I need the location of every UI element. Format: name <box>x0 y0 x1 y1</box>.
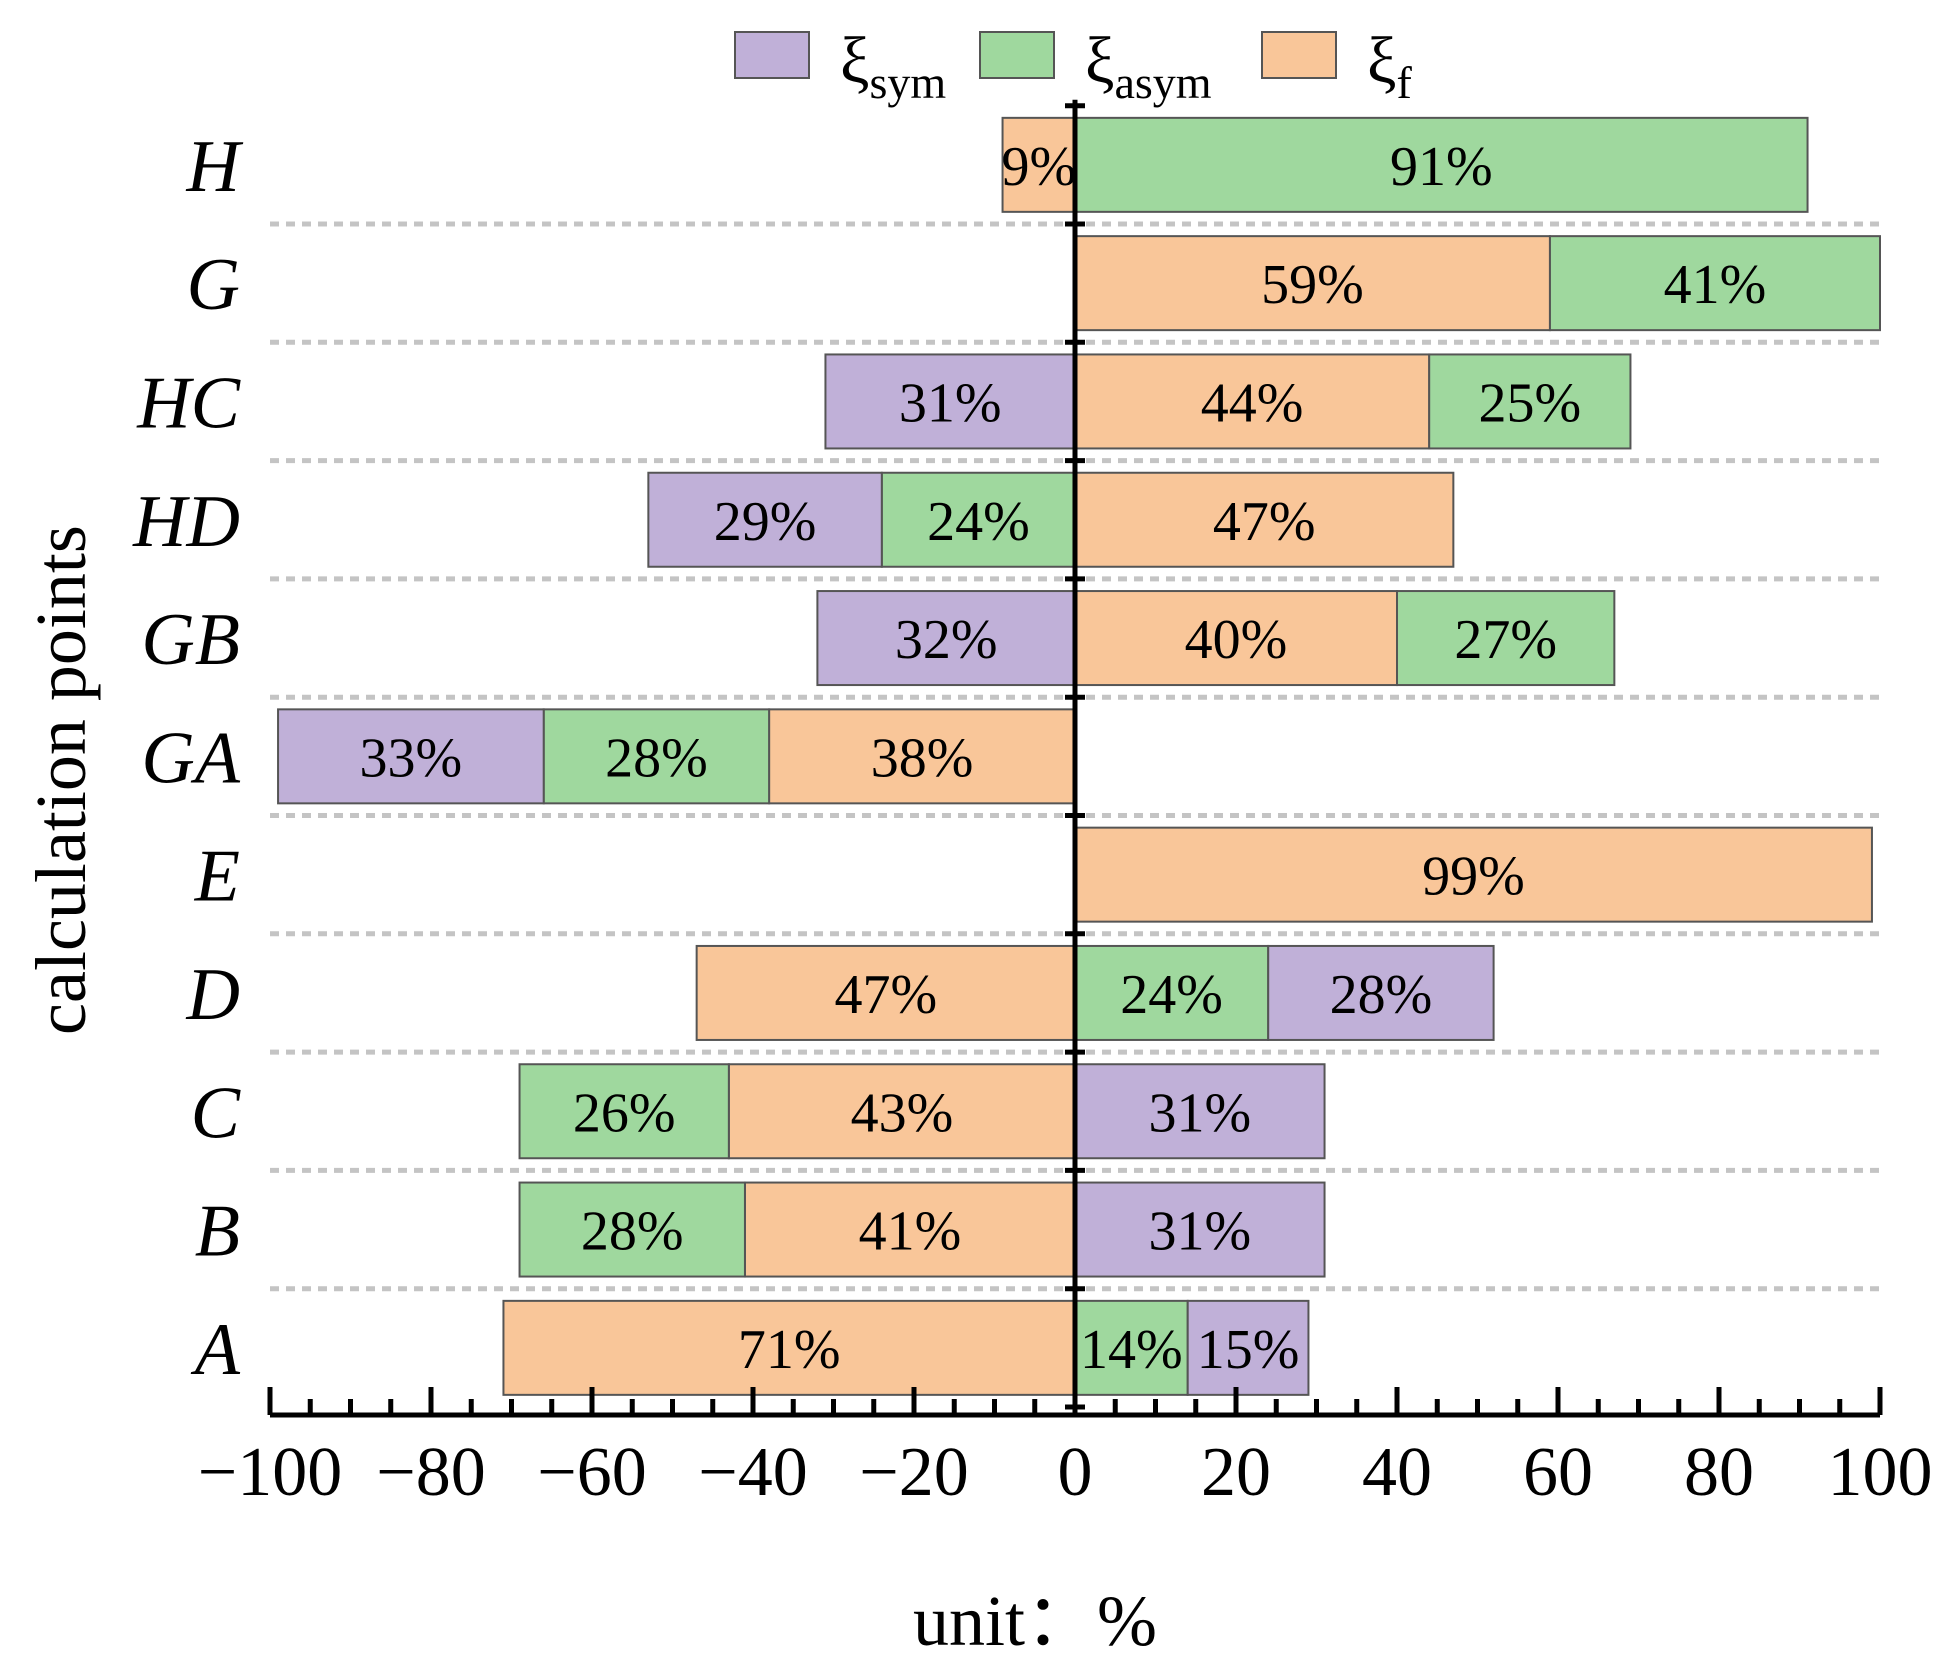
bar-value-label: 28% <box>605 727 708 789</box>
bar-segment <box>1267 944 1495 1041</box>
bar-segment <box>1074 116 1809 213</box>
bars <box>277 116 1881 1396</box>
legend: ξsym ξasym ξf <box>734 24 1412 108</box>
bar-segment <box>1428 353 1632 450</box>
legend-swatch-asym <box>979 31 1055 79</box>
bar-value-label: 29% <box>714 491 817 553</box>
bar-segment <box>1074 944 1270 1041</box>
bar-value-label: 44% <box>1201 372 1304 434</box>
bar-value-label: 14% <box>1080 1319 1183 1381</box>
bar-segment <box>727 1063 1076 1160</box>
category-label: A <box>190 1309 241 1391</box>
bar-value-label: 41% <box>859 1201 962 1263</box>
bar-segment <box>816 590 1077 687</box>
category-label: E <box>194 836 240 918</box>
bar-segment <box>1548 235 1881 332</box>
bar-segment <box>768 708 1076 805</box>
bar-value-label: 71% <box>738 1319 841 1381</box>
x-tick-label: −20 <box>859 1434 968 1511</box>
legend-label-f: ξf <box>1367 24 1412 108</box>
category-label: HC <box>136 362 241 444</box>
bar-value-label: 38% <box>871 727 974 789</box>
x-tick-label: −80 <box>376 1434 485 1511</box>
legend-label-asym: ξasym <box>1085 24 1212 108</box>
bar-segment <box>518 1181 746 1278</box>
bar-segment <box>1396 590 1616 687</box>
x-tick-label: −100 <box>198 1434 342 1511</box>
x-axis-title: unit：% <box>913 1581 1157 1661</box>
bar-value-label: 47% <box>1213 491 1316 553</box>
bar-value-label: 99% <box>1422 846 1525 908</box>
category-label: D <box>186 954 240 1036</box>
category-label: C <box>191 1072 242 1154</box>
bar-segment <box>1074 235 1551 332</box>
bar-segment <box>502 1299 1076 1396</box>
bar-value-label: 47% <box>834 964 937 1026</box>
category-label: GA <box>141 717 240 799</box>
y-axis-title: calculation points <box>21 525 101 1035</box>
bar-segment <box>647 471 883 568</box>
bar-value-label: 24% <box>1120 964 1223 1026</box>
bar-value-label: 28% <box>581 1201 684 1263</box>
bar-value-label: 9% <box>1001 136 1076 198</box>
bar-segment <box>1074 471 1455 568</box>
bar-segment <box>824 353 1077 450</box>
bar-value-label: 43% <box>851 1082 954 1144</box>
bar-value-label: 41% <box>1664 254 1767 316</box>
category-label: HD <box>132 481 240 563</box>
bar-segment <box>1074 826 1873 923</box>
x-tick-label: 100 <box>1828 1434 1933 1511</box>
bar-value-label: 15% <box>1197 1319 1300 1381</box>
bar-value-label: 25% <box>1478 372 1581 434</box>
bar-value-label: 31% <box>1148 1082 1251 1144</box>
bar-value-label: 31% <box>1148 1201 1251 1263</box>
legend-label-sym: ξsym <box>840 24 946 108</box>
bar-segment <box>1186 1299 1310 1396</box>
x-tick-label: 40 <box>1362 1434 1432 1511</box>
bar-value-label: 27% <box>1454 609 1557 671</box>
x-tick-label: 80 <box>1684 1434 1754 1511</box>
x-tick-label: 20 <box>1201 1434 1271 1511</box>
bar-segment <box>743 1181 1076 1278</box>
bar-segment <box>1001 116 1076 213</box>
bar-segment <box>880 471 1076 568</box>
bar-segment <box>1074 353 1431 450</box>
bar-segment <box>518 1063 730 1160</box>
category-label: B <box>195 1191 240 1273</box>
legend-swatch-f <box>1261 31 1337 79</box>
axes: −100 −80 −60 −40 −20 0 20 40 60 80 100 <box>198 99 1933 1511</box>
bar-value-label: 26% <box>573 1082 676 1144</box>
bar-segment <box>1074 1063 1326 1160</box>
bar-value-label: 28% <box>1330 964 1433 1026</box>
data-labels: A 71% 14% 15% B 41% 28% 31% C 43% 26% 31% D 47% 24% 28%… <box>132 126 1766 1391</box>
bar-value-label: 91% <box>1390 136 1493 198</box>
bar-segment <box>1074 1181 1326 1278</box>
bar-segment <box>542 708 771 805</box>
x-tick-label: 0 <box>1058 1434 1093 1511</box>
category-label: G <box>187 244 240 326</box>
x-tick-label: 60 <box>1523 1434 1593 1511</box>
bar-value-label: 59% <box>1261 254 1364 316</box>
category-label: H <box>186 126 244 208</box>
bar-value-label: 33% <box>360 727 463 789</box>
x-tick-label: −40 <box>698 1434 807 1511</box>
bar-value-label: 24% <box>927 491 1030 553</box>
x-tick-label: −60 <box>537 1434 646 1511</box>
bar-segment <box>1074 590 1398 687</box>
category-label: GB <box>141 599 240 681</box>
bar-value-label: 40% <box>1185 609 1288 671</box>
legend-swatch-sym <box>734 31 810 79</box>
bar-value-label: 31% <box>899 372 1002 434</box>
bar-value-label: 32% <box>895 609 998 671</box>
bar-segment <box>277 708 545 805</box>
